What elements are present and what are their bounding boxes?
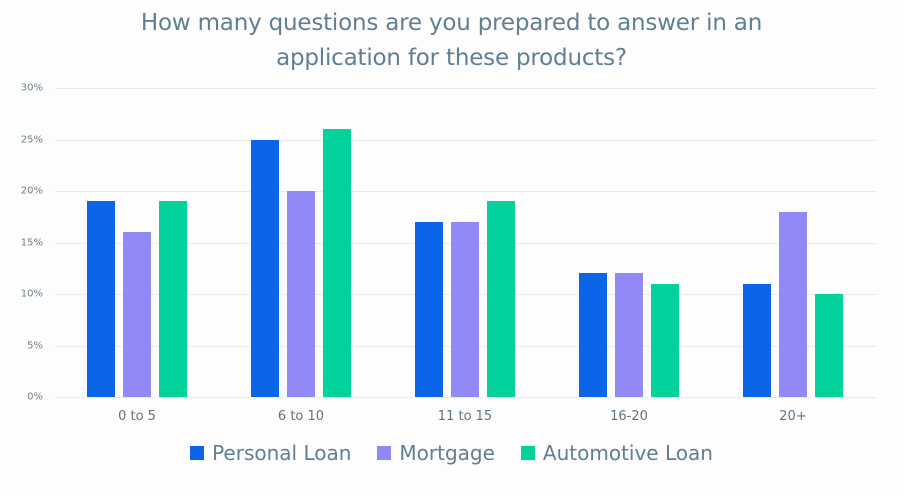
bar-mortgage xyxy=(123,232,151,397)
legend: Personal Loan Mortgage Automotive Loan xyxy=(0,441,903,465)
legend-swatch-icon xyxy=(377,446,392,460)
bar-automotive-loan xyxy=(323,129,351,397)
y-tick-label: 30% xyxy=(20,82,43,94)
bar-mortgage xyxy=(451,221,479,397)
x-tick-label: 11 to 15 xyxy=(437,409,493,424)
bar-automotive-loan xyxy=(159,201,187,397)
x-tick-label: 0 to 5 xyxy=(118,409,156,424)
legend-item-personal-loan: Personal Loan xyxy=(190,441,351,465)
bar-automotive-loan xyxy=(487,201,515,397)
legend-label: Personal Loan xyxy=(212,441,352,465)
bar-automotive-loan xyxy=(651,283,679,397)
chart-title: How many questions are you prepared to a… xyxy=(0,6,903,76)
y-tick-label: 20% xyxy=(20,185,43,197)
x-tick-label: 20+ xyxy=(779,409,807,424)
y-tick-label: 15% xyxy=(20,237,43,248)
bar-mortgage xyxy=(287,191,315,397)
chart-title-line-2: application for these products? xyxy=(276,45,627,71)
bar-mortgage xyxy=(779,211,807,397)
y-tick-label: 5% xyxy=(27,340,43,351)
y-tick-label: 25% xyxy=(20,134,43,145)
bar-personal-loan xyxy=(415,221,443,397)
y-tick-label: 10% xyxy=(20,288,43,300)
x-tick-label: 6 to 10 xyxy=(277,409,325,424)
bar-personal-loan xyxy=(251,139,279,397)
legend-item-mortgage: Mortgage xyxy=(377,441,495,465)
chart-title-line-1: How many questions are you prepared to a… xyxy=(140,10,763,36)
bar-personal-loan xyxy=(743,283,771,397)
bar-personal-loan xyxy=(579,273,607,397)
legend-item-automotive-loan: Automotive Loan xyxy=(520,441,713,465)
legend-swatch-icon xyxy=(190,446,205,460)
legend-label: Mortgage xyxy=(399,441,495,465)
gridline xyxy=(55,397,876,398)
y-tick-label: 0% xyxy=(27,391,43,403)
legend-label: Automotive Loan xyxy=(542,441,713,465)
x-tick-label: 16-20 xyxy=(610,409,648,424)
bar-automotive-loan xyxy=(815,294,843,397)
gridline xyxy=(55,88,876,89)
gridline xyxy=(55,191,876,192)
bar-personal-loan xyxy=(87,201,115,397)
bar-mortgage xyxy=(615,273,643,397)
legend-swatch-icon xyxy=(520,446,535,460)
gridline xyxy=(55,140,876,141)
